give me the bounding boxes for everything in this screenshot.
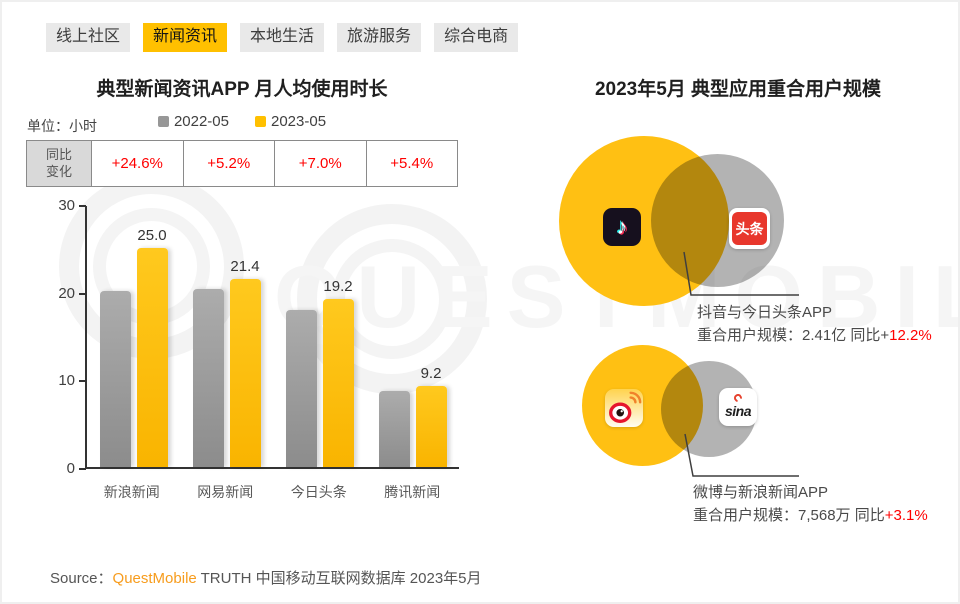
category-label: 新浪新闻 [103, 484, 160, 500]
yoy-header-cell: 同比 变化 [27, 141, 91, 186]
legend-item: 2022-05 [157, 113, 229, 130]
bar-group: 19.2 [273, 206, 366, 467]
bar-chart: 25.0 21.4 19.2 9.2 0 10 20 30 [58, 197, 459, 477]
bar-value-label: 25.0 [137, 226, 167, 244]
bar-group: 25.0 [87, 206, 180, 467]
yoy-value: +24.6% [91, 141, 183, 186]
venn1-annotation-line2: 重合用户规模：2.41亿 同比+12.2% [697, 327, 932, 344]
source-label: Source： [50, 570, 113, 587]
weibo-icon [605, 389, 643, 427]
y-tick-mark [79, 205, 86, 207]
sina-icon: sina [719, 388, 757, 426]
venn2-annotation: 微博与新浪新闻APP 重合用户规模：7,568万 同比+3.1% [693, 481, 928, 527]
category-axis: 新浪新闻 网易新闻 今日头条 腾讯新闻 [85, 482, 459, 502]
chart-legend: 2022-05 2023-05 [26, 113, 458, 130]
left-chart-title: 典型新闻资讯APP 月人均使用时长 [96, 79, 388, 100]
weibo-eye-icon [609, 391, 642, 423]
category-label: 网易新闻 [197, 484, 254, 500]
venn1-delta: 12.2% [889, 327, 932, 344]
source-line: Source：QuestMobile TRUTH 中国移动互联网数据库 2023… [50, 567, 482, 588]
yoy-value: +7.0% [274, 141, 366, 186]
sina-eye-icon [732, 392, 744, 404]
bar-2022-05-腾讯新闻 [378, 390, 410, 467]
venn2-delta: +3.1% [884, 507, 928, 524]
y-tick-label: 20 [58, 284, 75, 302]
toutiao-icon: 头条 [729, 208, 770, 249]
tab-3[interactable]: 旅游服务 [337, 23, 422, 52]
source-rest: TRUTH 中国移动互联网数据库 2023年5月 [196, 570, 482, 587]
y-tick-mark [79, 468, 86, 470]
douyin-icon: ♪ [603, 208, 641, 246]
legend-label: 2022-05 [173, 113, 229, 130]
tab-2[interactable]: 本地生活 [240, 23, 325, 52]
venn1-annotation-line1: 抖音与今日头条APP [697, 304, 833, 321]
venn1-annotation: 抖音与今日头条APP 重合用户规模：2.41亿 同比+12.2% [697, 301, 932, 347]
bar-group: 9.2 [366, 206, 459, 467]
tab-0[interactable]: 线上社区 [46, 23, 131, 52]
tab-4[interactable]: 综合电商 [434, 23, 519, 52]
toutiao-icon-label: 头条 [732, 212, 767, 245]
yoy-change-table: 同比 变化 +24.6% +5.2% +7.0% +5.4% [26, 140, 458, 187]
yoy-value: +5.4% [365, 141, 458, 186]
legend-swatch-icon [157, 116, 169, 127]
legend-label: 2023-05 [271, 113, 327, 130]
bar-group: 21.4 [180, 206, 273, 467]
legend-swatch-icon [255, 116, 266, 127]
y-tick-label: 0 [66, 460, 75, 477]
bar-2023-05-今日头条: 19.2 [322, 278, 354, 467]
bar-2022-05-今日头条 [285, 310, 317, 467]
yoy-value: +5.2% [182, 141, 275, 186]
music-note-icon: ♪ [616, 214, 628, 239]
bar-value-label: 9.2 [420, 365, 442, 383]
venn2-annotation-line2: 重合用户规模：7,568万 同比+3.1% [693, 507, 928, 524]
y-tick-mark [79, 292, 86, 295]
bar-value-label: 19.2 [323, 277, 353, 295]
y-tick-label: 10 [58, 372, 75, 390]
bar-2022-05-新浪新闻 [99, 290, 131, 467]
bar-2023-05-新浪新闻: 25.0 [136, 227, 168, 467]
brand-name: QuestMobile [112, 570, 197, 587]
category-tabs: 线上社区 新闻资讯 本地生活 旅游服务 综合电商 [46, 23, 519, 52]
legend-item: 2023-05 [255, 113, 326, 130]
category-label: 腾讯新闻 [384, 484, 441, 500]
y-tick-mark [79, 380, 86, 383]
bar-2023-05-腾讯新闻: 9.2 [415, 365, 447, 467]
tab-1-active[interactable]: 新闻资讯 [143, 23, 228, 52]
venn2-annotation-line1: 微博与新浪新闻APP [693, 484, 829, 501]
sina-icon-label: sina [724, 403, 752, 419]
bar-2023-05-网易新闻: 21.4 [229, 258, 261, 467]
y-tick-label: 30 [58, 197, 75, 214]
bar-value-label: 21.4 [230, 258, 260, 276]
bar-2022-05-网易新闻 [192, 289, 224, 467]
unit-label: 单位：小时 [27, 118, 97, 134]
category-label: 今日头条 [290, 484, 347, 500]
right-chart-title: 2023年5月 典型应用重合用户规模 [594, 79, 882, 100]
